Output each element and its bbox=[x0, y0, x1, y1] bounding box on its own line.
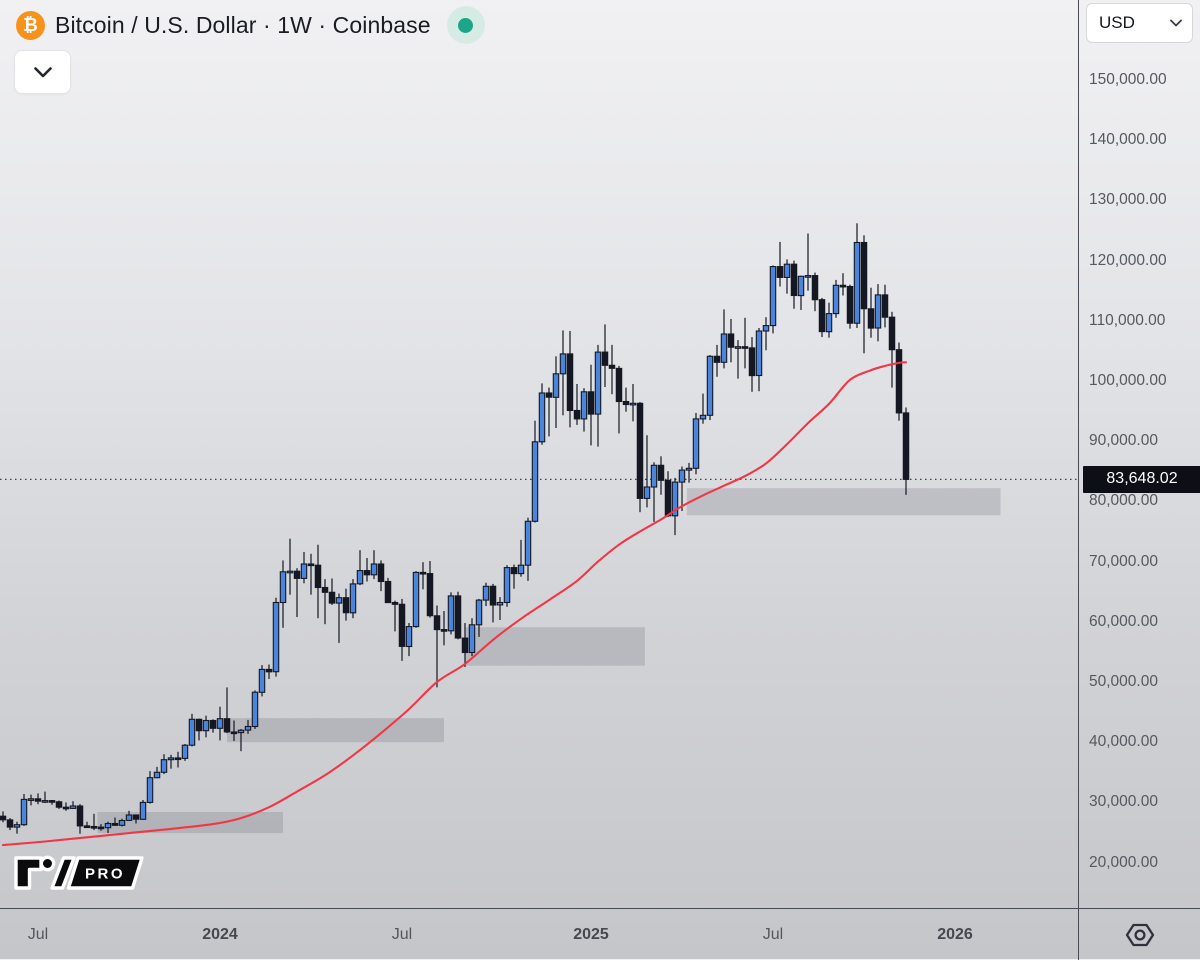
price-tick-label: 30,000.00 bbox=[1089, 793, 1158, 811]
scale-settings-button[interactable] bbox=[1125, 922, 1155, 948]
market-status-icon bbox=[446, 6, 485, 44]
chevron-down-icon bbox=[33, 66, 52, 77]
symbol-title[interactable]: Bitcoin / U.S. Dollar · 1W · Coinbase bbox=[55, 11, 431, 38]
price-tick-label: 60,000.00 bbox=[1089, 612, 1158, 630]
time-axis[interactable]: Jul 2024 Jul 2025 Jul 2026 bbox=[0, 908, 1078, 960]
price-tick-label: 140,000.00 bbox=[1089, 131, 1167, 149]
legend-expand-button[interactable] bbox=[14, 50, 71, 94]
price-tick-label: 80,000.00 bbox=[1089, 492, 1158, 510]
currency-label: USD bbox=[1099, 13, 1135, 32]
price-zone[interactable] bbox=[686, 488, 1001, 516]
pro-badge-label: PRO bbox=[85, 866, 125, 883]
pro-badge bbox=[66, 856, 144, 890]
tv-logo-mark bbox=[14, 856, 43, 890]
chevron-down-icon bbox=[1170, 19, 1182, 27]
price-zone[interactable] bbox=[465, 627, 645, 666]
time-tick-label: Jul bbox=[391, 925, 413, 943]
price-tick-label: 40,000.00 bbox=[1089, 733, 1158, 751]
tradingview-pro-logo[interactable]: PRO bbox=[12, 851, 146, 900]
price-tick-label: 130,000.00 bbox=[1089, 191, 1167, 209]
price-tick-label: 20,000.00 bbox=[1089, 853, 1158, 871]
price-axis[interactable]: USD 83,648.02 150,000.00 140,000.00 130,00… bbox=[1078, 0, 1200, 908]
currency-selector[interactable]: USD bbox=[1086, 3, 1193, 43]
price-tick-label: 110,000.00 bbox=[1089, 311, 1166, 329]
chart-area[interactable]: ₿ Bitcoin / U.S. Dollar · 1W · Coinbase … bbox=[0, 0, 1078, 908]
price-tick-label: 100,000.00 bbox=[1089, 372, 1167, 389]
time-tick-label: Jul bbox=[27, 925, 49, 943]
current-price-badge: 83,648.02 bbox=[1083, 465, 1200, 493]
price-zone[interactable] bbox=[97, 812, 284, 834]
time-tick-label: 2024 bbox=[202, 925, 238, 943]
time-tick-label: Jul bbox=[762, 925, 784, 943]
bitcoin-glyph: ₿ bbox=[23, 14, 38, 35]
bitcoin-icon: ₿ bbox=[16, 10, 45, 40]
price-tick-label: 150,000.00 bbox=[1089, 71, 1167, 88]
symbol-header: ₿ Bitcoin / U.S. Dollar · 1W · Coinbase bbox=[16, 6, 485, 44]
candles bbox=[0, 223, 910, 834]
moving-average-line bbox=[1, 361, 908, 847]
price-tick-label: 90,000.00 bbox=[1089, 432, 1158, 450]
time-tick-label: 2025 bbox=[573, 925, 609, 943]
time-tick-label: 2026 bbox=[937, 925, 973, 943]
candlestick-chart[interactable] bbox=[0, 0, 1078, 908]
price-tick-label: 120,000.00 bbox=[1089, 251, 1167, 269]
price-tick-label: 50,000.00 bbox=[1089, 673, 1158, 690]
price-zone[interactable] bbox=[227, 718, 444, 743]
price-tick-label: 70,000.00 bbox=[1089, 552, 1158, 570]
gear-icon bbox=[1125, 923, 1155, 946]
axis-corner bbox=[1078, 908, 1200, 960]
